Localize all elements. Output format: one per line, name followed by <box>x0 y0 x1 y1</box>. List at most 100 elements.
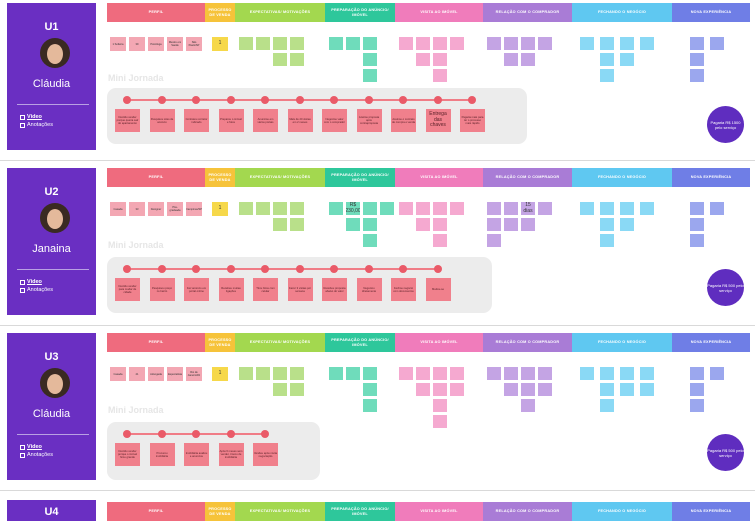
sticky-note-fechando <box>620 218 634 231</box>
phase-fechando: FECHANDO O NEGÓCIO <box>572 3 672 22</box>
video-label[interactable]: Video <box>27 444 42 450</box>
journey-step-note: Contratou corretor indicado <box>184 109 209 132</box>
sticky-note-visita <box>399 367 413 380</box>
sticky-note-processo: 1 <box>212 202 228 216</box>
sticky-note-relacao <box>504 383 518 396</box>
sticky-note-preparacao <box>363 367 377 380</box>
sticky-note-visita <box>416 367 430 380</box>
sticky-note-relacao <box>538 37 552 50</box>
phase-bar: PERFIL PROCESSO DE VENDA EXPECTATIVAS/ MOT… <box>107 333 750 352</box>
journey-dot <box>330 265 338 273</box>
sticky-note-expectativas <box>256 37 270 50</box>
notes-label[interactable]: Anotações <box>27 122 53 128</box>
journey-step-note: Assinou o contrato de compra e venda <box>391 109 416 132</box>
sticky-note-visita <box>416 383 430 396</box>
journey-step-note: Procurou imobiliária <box>149 443 175 466</box>
phase-expectativas: EXPECTATIVAS/ MOTIVAÇÕES <box>235 502 325 521</box>
phase-perfil: PERFIL <box>107 3 205 22</box>
journey-dot <box>226 96 235 104</box>
journey-dot <box>261 265 269 273</box>
video-link[interactable]: Video <box>20 114 42 120</box>
sticky-note-preparacao <box>346 37 360 50</box>
journey-dot <box>192 96 200 104</box>
user-row-u3: U3 Cláudia Video Anotações PERFIL PROCESSO DE… <box>0 330 755 490</box>
sticky-note-nova <box>710 202 724 215</box>
sticky-note-expectativas <box>290 367 304 380</box>
sticky-note-preparacao <box>363 202 377 215</box>
sticky-note-fechando <box>600 53 614 66</box>
avatar <box>40 368 70 398</box>
user-name: Janaina <box>32 243 71 255</box>
sticky-note-nova <box>690 37 704 50</box>
video-link[interactable]: Video <box>20 279 42 285</box>
video-icon <box>20 444 25 450</box>
mini-journey-panel: Decidiu vender porque o imóvel ficou gra… <box>107 422 320 480</box>
phase-preparacao: PREPARAÇÃO DO ANÚNCIO/ IMÓVEL <box>325 333 395 352</box>
sticky-note-perfil: Casada <box>110 202 126 216</box>
journey-step-note: Anunciou em vários portais <box>253 109 278 132</box>
journey-step-note: Vendeu após muita negociação <box>253 443 278 466</box>
sticky-note-fechando <box>620 367 634 380</box>
journey-step-note: Preparou o imóvel e fotos <box>218 109 244 132</box>
journey-step-note: Recebeu muitas ligações <box>218 278 244 301</box>
sticky-note-fechando <box>600 37 614 50</box>
phase-visita: VISITA AO IMÓVEL <box>395 3 483 22</box>
sticky-note-relacao <box>521 367 535 380</box>
sticky-note-relacao-value: 15 dias <box>521 202 535 215</box>
journey-dot <box>433 96 442 104</box>
row-divider <box>0 490 755 491</box>
sticky-note-perfil: Psicóloga <box>148 37 164 51</box>
mini-journey-title: Mini Jornada <box>108 73 164 83</box>
journey-dot <box>433 265 442 273</box>
user-card: U1 Cláudia Video Anotações <box>7 3 96 150</box>
sticky-note-expectativas <box>256 367 270 380</box>
sticky-note-relacao <box>487 234 501 247</box>
notes-link[interactable]: Anotações <box>20 452 53 458</box>
phase-visita: VISITA AO IMÓVEL <box>395 168 483 187</box>
video-label[interactable]: Video <box>27 114 42 120</box>
journey-dot <box>123 265 131 273</box>
sticky-note-fechando <box>640 383 654 396</box>
phase-nova: NOVA EXPERIÊNCIA <box>672 168 750 187</box>
sticky-note-expectativas <box>290 383 304 396</box>
sticky-note-preparacao <box>363 383 377 396</box>
sticky-note-relacao <box>504 53 518 66</box>
user-row-u2: U2 Janaina Video Anotações PERFIL PROCESSO DE… <box>0 165 755 326</box>
journey-step-note: Imobiliária avaliou e anunciou <box>184 443 209 466</box>
journey-step-note: Pesquisou preço no bairro <box>149 278 175 301</box>
sticky-note-fechando <box>600 234 614 247</box>
notes-label[interactable]: Anotações <box>27 287 53 293</box>
notes-link[interactable]: Anotações <box>20 287 53 293</box>
notes-label[interactable]: Anotações <box>27 452 53 458</box>
journey-dot <box>157 430 166 438</box>
sticky-note-relacao <box>521 53 535 66</box>
phase-fechando: FECHANDO O NEGÓCIO <box>572 502 672 521</box>
notes-link[interactable]: Anotações <box>20 122 53 128</box>
video-label[interactable]: Video <box>27 279 42 285</box>
mini-journey-panel: Decidiu vender porque queria sair do apa… <box>107 88 527 144</box>
sticky-note-visita <box>433 37 447 50</box>
row-divider <box>0 325 755 326</box>
user-name: Cláudia <box>32 78 71 90</box>
video-link[interactable]: Video <box>20 444 42 450</box>
sticky-note-expectativas <box>273 367 287 380</box>
phase-preparacao: PREPARAÇÃO DO ANÚNCIO/ IMÓVEL <box>325 168 395 187</box>
sticky-note-preparacao <box>363 69 377 82</box>
sticky-note-visita <box>450 37 464 50</box>
sticky-note-visita <box>399 37 413 50</box>
sticky-note-perfil: Rio de Janeiro/RJ <box>186 367 202 381</box>
separator <box>17 269 89 270</box>
sticky-note-nova <box>710 37 724 50</box>
sticky-note-nova <box>690 218 704 231</box>
sticky-note-expectativas <box>290 53 304 66</box>
journey-dot <box>123 430 131 438</box>
sticky-note-visita <box>433 234 447 247</box>
sticky-note-perfil: São Paulo/SP <box>186 37 202 51</box>
journey-dot <box>261 96 269 104</box>
sticky-note-nova <box>690 53 704 66</box>
journey-step-note: Pagaria mais para ter o processo mais rá… <box>460 109 485 132</box>
sticky-note-nova <box>690 399 704 412</box>
sticky-note-nova <box>690 69 704 82</box>
sticky-note-visita <box>433 218 447 231</box>
journey-dot <box>330 96 338 104</box>
